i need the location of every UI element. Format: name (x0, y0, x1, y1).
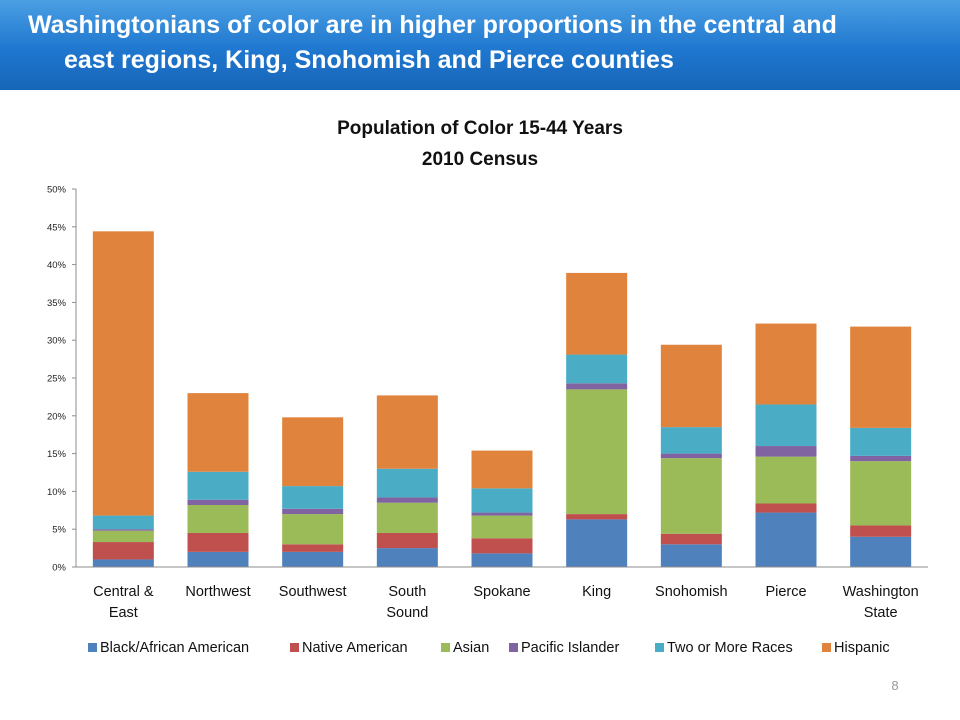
bar-segment (471, 553, 533, 567)
bar-segment (755, 456, 817, 504)
bar-segment (850, 461, 912, 526)
bar-segment (92, 529, 154, 531)
x-tick-label: Spokane (473, 584, 530, 600)
x-tick-label: Sound (386, 605, 428, 621)
bar-segment (187, 551, 249, 567)
bar-segment (187, 532, 249, 552)
bar-segment (282, 508, 344, 515)
bar-segment (660, 458, 722, 534)
bar-segment (850, 326, 912, 428)
bar-segment (92, 231, 154, 516)
legend-entry: Pacific Islander (521, 640, 619, 656)
bar-segment (471, 515, 533, 539)
bar-segment (566, 272, 628, 355)
bar-segment (566, 389, 628, 515)
legend-entry: Asian (453, 640, 489, 656)
x-tick-label: Central & (93, 584, 154, 600)
bar-segment (850, 525, 912, 537)
y-tick-label: 35% (47, 298, 67, 309)
bar-segment (660, 453, 722, 459)
chart-title: Population of Color 15-44 Years (337, 118, 623, 139)
bar-segment (660, 427, 722, 454)
bar-segment (376, 548, 438, 567)
bar-segment (566, 514, 628, 520)
slide-title: Washingtonians of color are in higher pr… (28, 8, 948, 78)
y-tick-label: 25% (47, 374, 67, 385)
bar-segment (92, 530, 154, 543)
legend-swatch (822, 643, 831, 652)
bar-segment (376, 468, 438, 498)
x-tick-label: Northwest (185, 584, 250, 600)
y-tick-label: 10% (47, 487, 67, 498)
bar-segment (566, 383, 628, 390)
bar-segment (755, 503, 817, 513)
legend-swatch (88, 643, 97, 652)
legend-entry: Native American (302, 640, 408, 656)
y-tick-label: 5% (52, 525, 66, 536)
bar-segment (92, 542, 154, 560)
bar-segment (282, 544, 344, 552)
legend-swatch (655, 643, 664, 652)
bar-segment (282, 486, 344, 509)
bar-segment (471, 488, 533, 513)
bar-segment (187, 471, 249, 500)
bar-segment (187, 499, 249, 506)
slide-header-banner: Washingtonians of color are in higher pr… (0, 0, 960, 90)
bar-segment (187, 393, 249, 472)
bar-segment (376, 497, 438, 503)
x-tick-label: East (109, 605, 138, 621)
bar-segment (92, 559, 154, 567)
bar-segment (282, 551, 344, 567)
y-tick-label: 40% (47, 260, 67, 271)
legend-swatch (290, 643, 299, 652)
legend-swatch (509, 643, 518, 652)
bar-segment (471, 450, 533, 489)
y-tick-label: 20% (47, 411, 67, 422)
bar-segment (850, 536, 912, 567)
y-tick-label: 15% (47, 449, 67, 460)
bar-segment (755, 323, 817, 405)
bar-segment (376, 532, 438, 549)
legend-swatch (441, 643, 450, 652)
bar-segment (566, 354, 628, 384)
bar-segment (282, 514, 344, 545)
bar-segment (376, 395, 438, 469)
slide-title-line-1: Washingtonians of color are in higher pr… (28, 11, 837, 39)
y-tick-label: 30% (47, 336, 67, 347)
bar-segment (471, 512, 533, 516)
bar-segment (376, 502, 438, 533)
bar-segment (282, 417, 344, 487)
bar-segment (660, 544, 722, 567)
bar-segment (755, 446, 817, 457)
x-tick-label: King (582, 584, 611, 600)
bar-segment (755, 512, 817, 567)
bar-segment (850, 427, 912, 456)
legend-entry: Hispanic (834, 640, 890, 656)
x-tick-label: Southwest (279, 584, 347, 600)
y-tick-label: 45% (47, 222, 67, 233)
x-tick-label: South (388, 584, 426, 600)
x-tick-label: Pierce (765, 584, 806, 600)
x-tick-label: Snohomish (655, 584, 728, 600)
legend-entry: Two or More Races (667, 640, 793, 656)
chart-subtitle: 2010 Census (421, 149, 539, 170)
bar-segment (660, 344, 722, 428)
bar-segment (755, 404, 817, 447)
y-tick-label: 50% (47, 185, 67, 196)
x-tick-label: Washington (843, 584, 919, 600)
slide-title-line-2: east regions, King, Snohomish and Pierce… (64, 46, 674, 74)
bar-segment (471, 538, 533, 554)
x-tick-label: State (864, 605, 898, 621)
bar-segment (187, 505, 249, 533)
bar-segment (92, 515, 154, 530)
y-tick-label: 0% (52, 563, 66, 574)
slide-number: 8 (891, 678, 899, 693)
bar-segment (850, 455, 912, 462)
legend-entry: Black/African American (100, 640, 249, 656)
bar-segment (566, 519, 628, 567)
bar-segment (660, 533, 722, 545)
